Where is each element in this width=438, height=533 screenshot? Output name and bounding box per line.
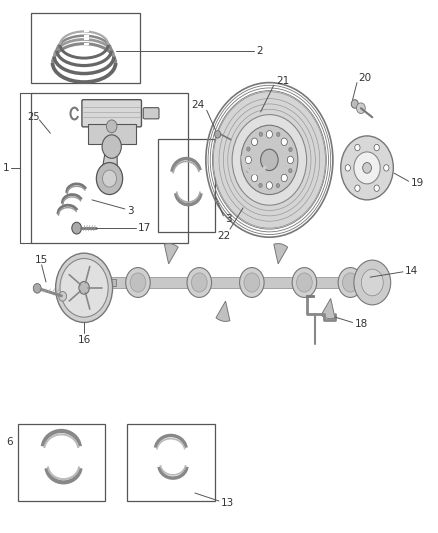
Polygon shape [102,144,117,173]
Circle shape [354,260,391,305]
Circle shape [297,273,312,292]
Bar [31,13,140,83]
Bar [105,279,116,286]
Circle shape [384,165,389,171]
Bar [158,139,215,232]
Circle shape [266,182,272,189]
Circle shape [102,170,117,187]
Circle shape [240,268,264,297]
Circle shape [351,100,358,108]
FancyBboxPatch shape [143,108,159,119]
Circle shape [187,268,212,297]
Circle shape [259,132,263,136]
Circle shape [232,115,307,205]
Text: 3: 3 [127,206,134,215]
Circle shape [33,284,41,293]
Text: 2: 2 [256,46,263,55]
Text: 19: 19 [411,178,424,188]
Text: 24: 24 [191,100,205,110]
Circle shape [281,138,287,146]
Circle shape [244,273,260,292]
Bar [105,277,372,288]
Text: 3: 3 [226,214,232,223]
Circle shape [215,131,221,138]
Circle shape [56,253,113,322]
Circle shape [213,92,325,228]
Circle shape [355,144,360,151]
Circle shape [60,259,108,317]
Text: 20: 20 [358,74,371,83]
Text: 21: 21 [276,76,289,86]
Circle shape [259,183,262,188]
FancyBboxPatch shape [82,100,141,127]
Circle shape [245,156,251,164]
Circle shape [96,163,123,195]
Circle shape [247,147,250,151]
Circle shape [266,131,272,138]
Circle shape [289,148,292,152]
Circle shape [59,292,67,301]
Text: 22: 22 [217,231,230,241]
Circle shape [345,165,350,171]
Bar [88,124,136,144]
Circle shape [126,268,150,297]
Circle shape [354,152,380,184]
Circle shape [276,183,279,188]
Circle shape [247,168,250,172]
Circle shape [374,185,379,191]
Circle shape [341,136,393,200]
Text: 6: 6 [7,438,13,447]
Text: 17: 17 [138,223,151,233]
Circle shape [106,120,117,133]
Text: 1: 1 [3,163,10,173]
Text: 18: 18 [355,319,368,328]
Circle shape [338,268,363,297]
Text: 25: 25 [27,112,39,122]
Circle shape [281,174,287,182]
Circle shape [361,269,383,296]
Circle shape [287,156,293,164]
Circle shape [251,174,258,182]
Text: 15: 15 [35,255,48,264]
Circle shape [251,138,258,146]
Circle shape [343,273,358,292]
Bar [127,424,215,501]
Circle shape [355,185,360,191]
Text: 16: 16 [78,335,91,345]
Text: 13: 13 [221,498,234,507]
Circle shape [261,149,278,171]
Bar [18,424,105,501]
Circle shape [357,103,365,114]
Wedge shape [274,244,288,264]
Wedge shape [164,244,178,264]
Circle shape [276,132,280,136]
Wedge shape [216,301,230,321]
Circle shape [289,168,292,173]
Circle shape [79,281,89,294]
Bar [31,93,188,243]
Circle shape [191,273,207,292]
Text: 14: 14 [405,266,418,276]
Circle shape [102,135,121,158]
Circle shape [241,125,298,195]
Wedge shape [321,298,335,319]
Circle shape [374,144,379,151]
Circle shape [72,222,81,234]
Circle shape [130,273,146,292]
Circle shape [363,163,371,173]
Circle shape [292,268,317,297]
